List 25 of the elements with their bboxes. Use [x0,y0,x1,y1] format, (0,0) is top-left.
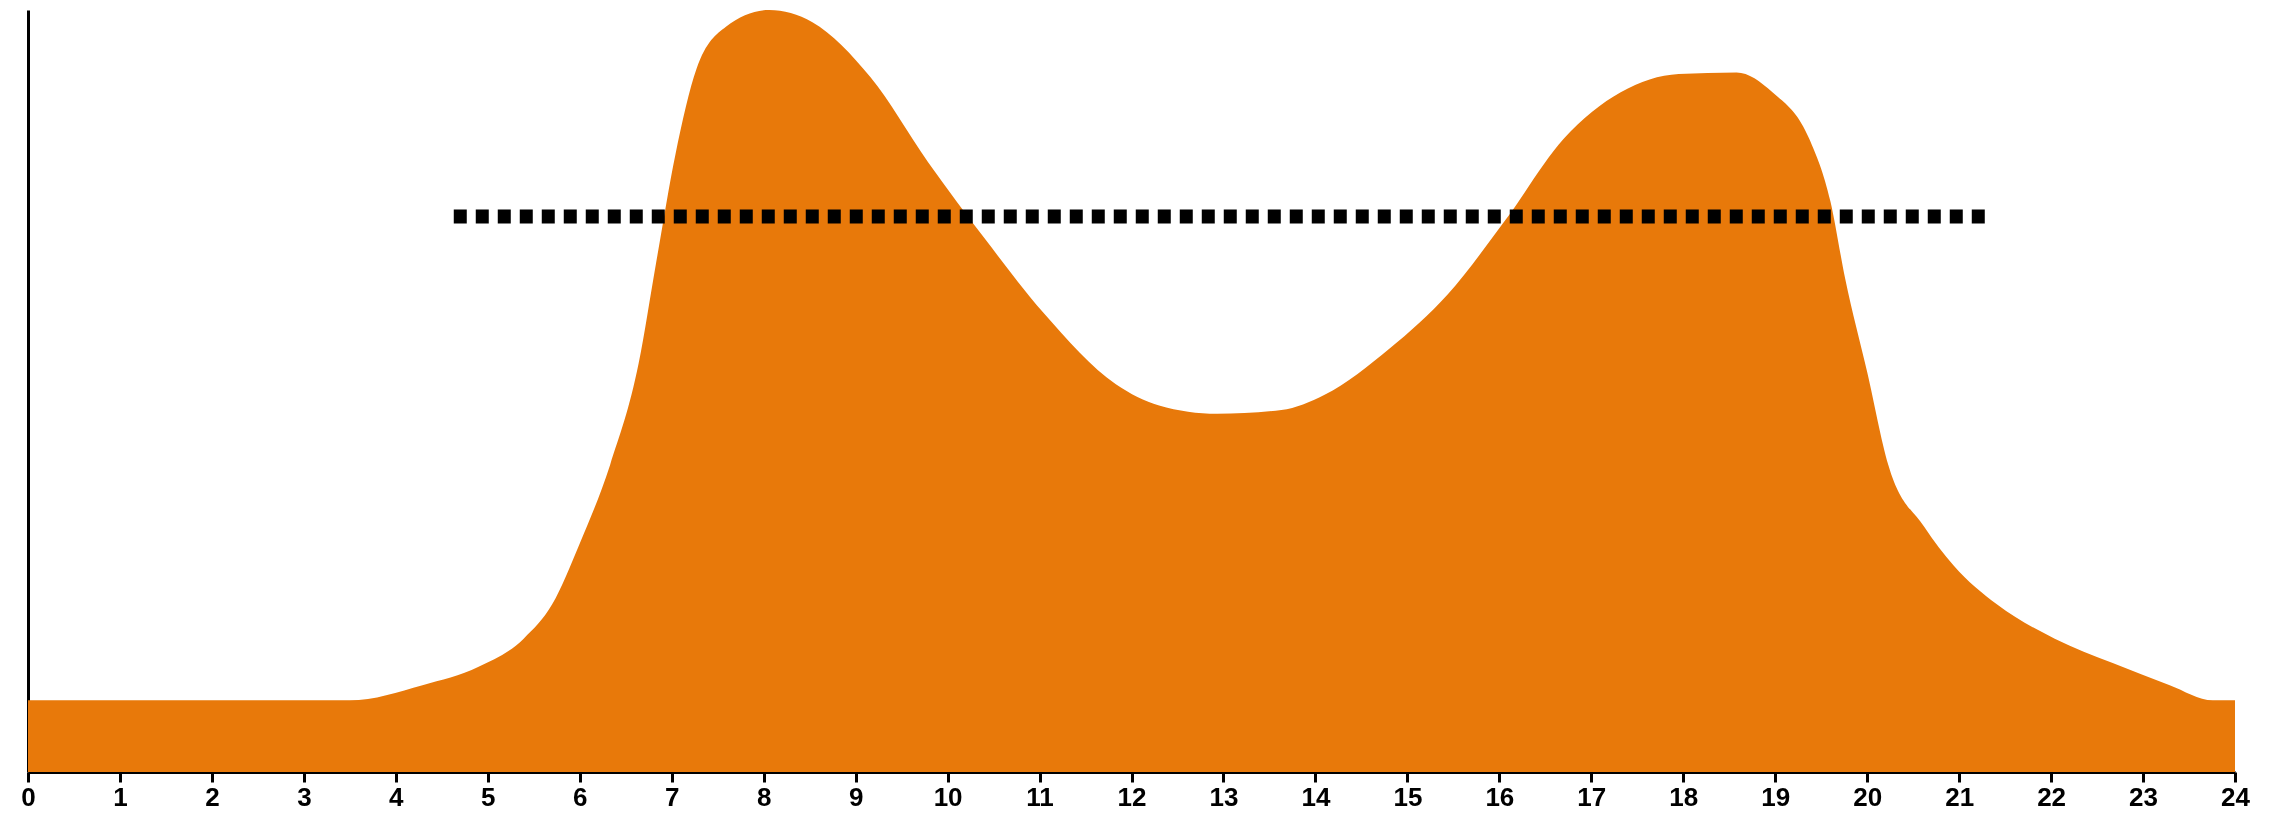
x-tick-label: 4 [389,781,405,812]
x-tick-label: 13 [1209,781,1239,812]
x-tick-label: 5 [481,781,496,812]
x-tick-label: 22 [2037,781,2067,812]
x-tick-label: 11 [1026,781,1054,812]
x-tick-label: 9 [848,781,864,812]
x-tick-label: 14 [1301,781,1331,812]
x-tick-label: 20 [1853,781,1883,812]
x-tick-label: 12 [1117,781,1147,812]
x-tick-label: 8 [756,781,772,812]
x-tick-label: 6 [573,781,588,812]
x-tick-label: 1 [113,781,128,812]
x-tick-label: 23 [2129,781,2158,812]
x-tick-label: 7 [664,781,680,812]
x-tick-label: 10 [933,781,963,812]
x-tick-label: 17 [1577,781,1607,812]
x-tick-label: 2 [205,781,220,812]
x-tick-label: 24 [2221,781,2251,812]
x-tick-label: 3 [297,781,312,812]
x-tick-label: 19 [1761,781,1791,812]
x-tick-label: 21 [1945,781,1975,812]
x-tick-label: 15 [1393,781,1423,812]
x-tick-label: 16 [1485,781,1515,812]
x-tick-label: 0 [21,781,36,812]
x-tick-label: 18 [1669,781,1699,812]
